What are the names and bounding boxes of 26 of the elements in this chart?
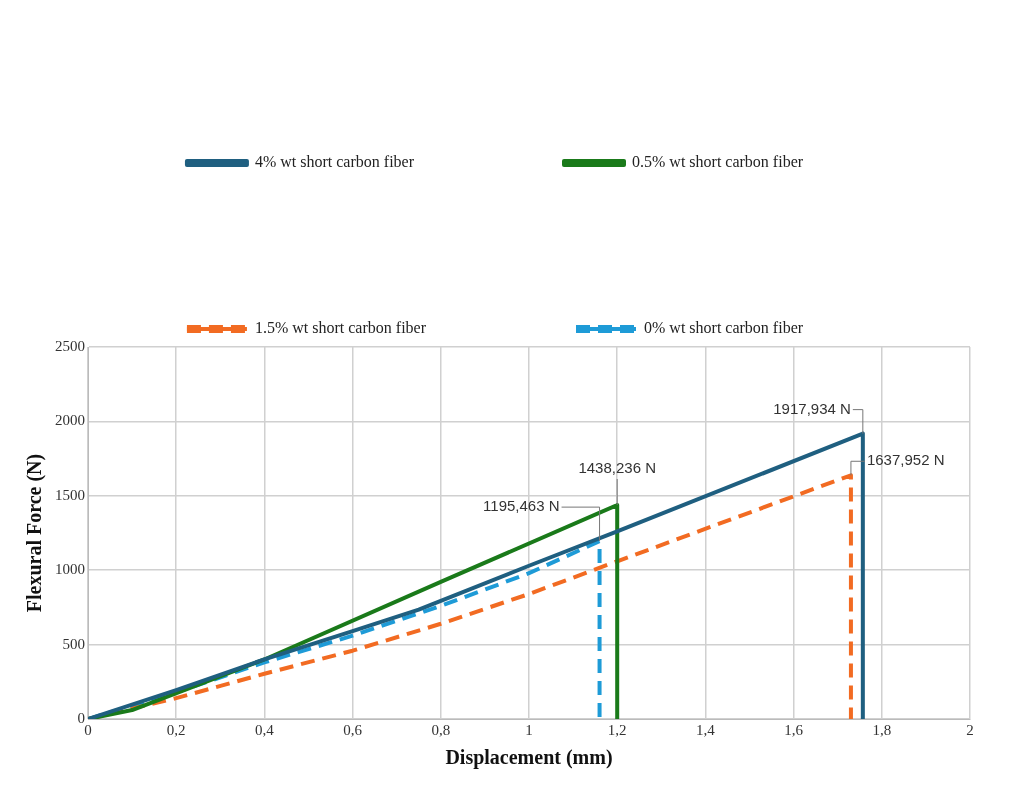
y-tick-label: 500	[62, 635, 85, 652]
x-tick-label: 1	[525, 721, 533, 738]
x-tick-label: 1,2	[607, 721, 627, 738]
y-tick-label: 2500	[55, 337, 85, 354]
x-tick-label: 0,4	[255, 721, 275, 738]
x-tick-label: 0,6	[343, 721, 363, 738]
x-tick-label: 0,2	[166, 721, 186, 738]
x-tick-label: 2	[966, 721, 974, 738]
legend-label: 0% wt short carbon fiber	[644, 319, 804, 337]
legend-label: 0.5% wt short carbon fiber	[632, 153, 804, 171]
x-tick-label: 1,8	[872, 721, 892, 738]
x-tick-label: 0,8	[431, 721, 451, 738]
y-tick-label: 2000	[55, 412, 85, 429]
y-axis-title: Flexural Force (N)	[23, 453, 47, 613]
y-tick-label: 0	[77, 709, 85, 726]
annotation: 1438,236 N	[578, 459, 656, 477]
legend-label: 1.5% wt short carbon fiber	[254, 319, 427, 337]
legend-label: 4% wt short carbon fiber	[254, 153, 415, 171]
annotation: 1637,952 N	[866, 451, 945, 469]
annotation: 1917,934 N	[773, 399, 851, 417]
y-tick-label: 1000	[55, 561, 85, 578]
y-tick-label: 1500	[55, 486, 85, 503]
x-tick-label: 1,6	[784, 721, 804, 738]
x-tick-label: 1,4	[696, 721, 716, 738]
annotation: 1195,463 N	[483, 497, 560, 515]
x-axis-title: Displacement (mm)	[445, 746, 613, 770]
